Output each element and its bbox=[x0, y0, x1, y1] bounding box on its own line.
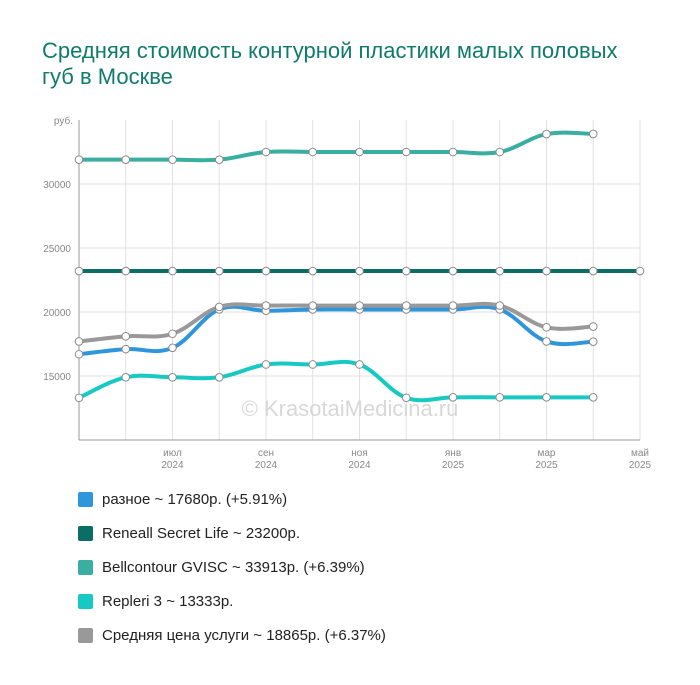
legend-item[interactable]: Repleri 3 ~ 13333р. bbox=[78, 590, 638, 612]
data-point[interactable] bbox=[121, 266, 131, 276]
legend-label: Средняя цена услуги ~ 18865р. (+6.37%) bbox=[102, 626, 386, 644]
y-tick-label: 25000 bbox=[43, 244, 71, 255]
y-tick-label: 20000 bbox=[43, 308, 71, 319]
data-point[interactable] bbox=[355, 360, 364, 369]
series-line-2 bbox=[77, 130, 596, 163]
data-point[interactable] bbox=[588, 322, 598, 331]
data-point[interactable] bbox=[74, 266, 84, 276]
data-point[interactable] bbox=[401, 301, 411, 310]
data-point[interactable] bbox=[448, 393, 458, 402]
data-point[interactable] bbox=[542, 323, 551, 332]
data-point[interactable] bbox=[542, 393, 551, 402]
data-point[interactable] bbox=[74, 349, 84, 359]
data-point[interactable] bbox=[261, 360, 271, 369]
data-point[interactable] bbox=[168, 266, 177, 276]
legend-item[interactable]: разное ~ 17680р. (+5.91%) bbox=[78, 488, 638, 510]
data-point[interactable] bbox=[588, 266, 598, 276]
y-unit-label: руб. bbox=[54, 115, 73, 127]
data-point[interactable] bbox=[542, 337, 551, 346]
grid bbox=[78, 120, 641, 441]
y-axis: руб. 15000 20000 25000 30000 bbox=[43, 115, 73, 383]
data-point[interactable] bbox=[588, 393, 598, 402]
data-point[interactable] bbox=[214, 372, 224, 382]
data-point[interactable] bbox=[355, 147, 364, 157]
series-points bbox=[74, 129, 645, 403]
x-tick-label: июл 2024 bbox=[161, 448, 184, 471]
data-point[interactable] bbox=[355, 301, 364, 310]
data-point[interactable] bbox=[214, 155, 224, 164]
data-point[interactable] bbox=[401, 147, 411, 157]
y-tick-label: 15000 bbox=[43, 372, 71, 383]
data-point[interactable] bbox=[168, 329, 177, 339]
data-point[interactable] bbox=[401, 393, 411, 403]
x-tick-label: янв 2025 bbox=[442, 448, 465, 471]
data-point[interactable] bbox=[261, 301, 271, 310]
legend-label: Bellcontour GVISC ~ 33913р. (+6.39%) bbox=[102, 558, 365, 576]
data-point[interactable] bbox=[214, 302, 224, 312]
data-point[interactable] bbox=[588, 129, 598, 139]
x-tick-label: май 2025 bbox=[629, 448, 652, 471]
data-point[interactable] bbox=[168, 343, 177, 353]
data-point[interactable] bbox=[495, 301, 505, 310]
data-point[interactable] bbox=[74, 393, 84, 403]
data-point[interactable] bbox=[121, 344, 131, 354]
data-point[interactable] bbox=[121, 372, 131, 382]
chart-title: Средняя стоимость контурной пластики мал… bbox=[42, 38, 618, 89]
line-chart: © KrasotaiMedicina.ru руб.15000200002500… bbox=[43, 115, 651, 471]
legend-label: разное ~ 17680р. (+5.91%) bbox=[102, 490, 288, 508]
legend-item[interactable]: Bellcontour GVISC ~ 33913р. (+6.39%) bbox=[78, 556, 638, 578]
data-point[interactable] bbox=[542, 129, 551, 139]
legend-swatch bbox=[78, 593, 93, 609]
data-point[interactable] bbox=[308, 360, 318, 369]
legend-item[interactable]: Reneall Secret Life ~ 23200р. bbox=[78, 522, 638, 544]
data-point[interactable] bbox=[448, 147, 458, 157]
data-point[interactable] bbox=[74, 155, 84, 164]
data-point[interactable] bbox=[121, 332, 131, 341]
data-point[interactable] bbox=[308, 301, 318, 310]
legend: разное ~ 17680р. (+5.91%) Reneall Secret … bbox=[78, 488, 638, 658]
legend-swatch bbox=[78, 627, 93, 643]
data-point[interactable] bbox=[355, 266, 364, 276]
series-line-3 bbox=[77, 359, 596, 403]
data-point[interactable] bbox=[448, 266, 458, 276]
legend-item[interactable]: Средняя цена услуги ~ 18865р. (+6.37%) bbox=[78, 624, 638, 646]
data-point[interactable] bbox=[495, 266, 505, 276]
data-point[interactable] bbox=[448, 301, 458, 310]
legend-label: Reneall Secret Life ~ 23200р. bbox=[102, 524, 301, 542]
x-axis: июл 2024 сен 2024 ноя 2024 янв 2025 мар 2025 май 20… bbox=[161, 448, 651, 471]
x-tick-label: ноя 2024 bbox=[348, 448, 371, 471]
legend-label: Repleri 3 ~ 13333р. bbox=[102, 592, 234, 610]
legend-swatch bbox=[78, 525, 93, 541]
data-point[interactable] bbox=[588, 337, 598, 346]
data-point[interactable] bbox=[214, 266, 224, 276]
legend-swatch bbox=[78, 559, 93, 575]
data-point[interactable] bbox=[261, 266, 271, 276]
data-point[interactable] bbox=[121, 155, 131, 164]
x-tick-label: мар 2025 bbox=[535, 448, 558, 471]
data-point[interactable] bbox=[308, 147, 318, 157]
y-tick-label: 30000 bbox=[43, 180, 71, 191]
data-point[interactable] bbox=[635, 266, 645, 276]
data-point[interactable] bbox=[168, 372, 177, 382]
x-tick-label: сен 2024 bbox=[255, 448, 278, 471]
data-point[interactable] bbox=[495, 147, 505, 157]
data-point[interactable] bbox=[542, 266, 551, 276]
data-point[interactable] bbox=[308, 266, 318, 276]
legend-swatch bbox=[78, 491, 93, 507]
data-point[interactable] bbox=[401, 266, 411, 276]
data-point[interactable] bbox=[495, 393, 505, 402]
data-point[interactable] bbox=[168, 155, 177, 164]
data-point[interactable] bbox=[261, 147, 271, 157]
data-point[interactable] bbox=[74, 337, 84, 346]
